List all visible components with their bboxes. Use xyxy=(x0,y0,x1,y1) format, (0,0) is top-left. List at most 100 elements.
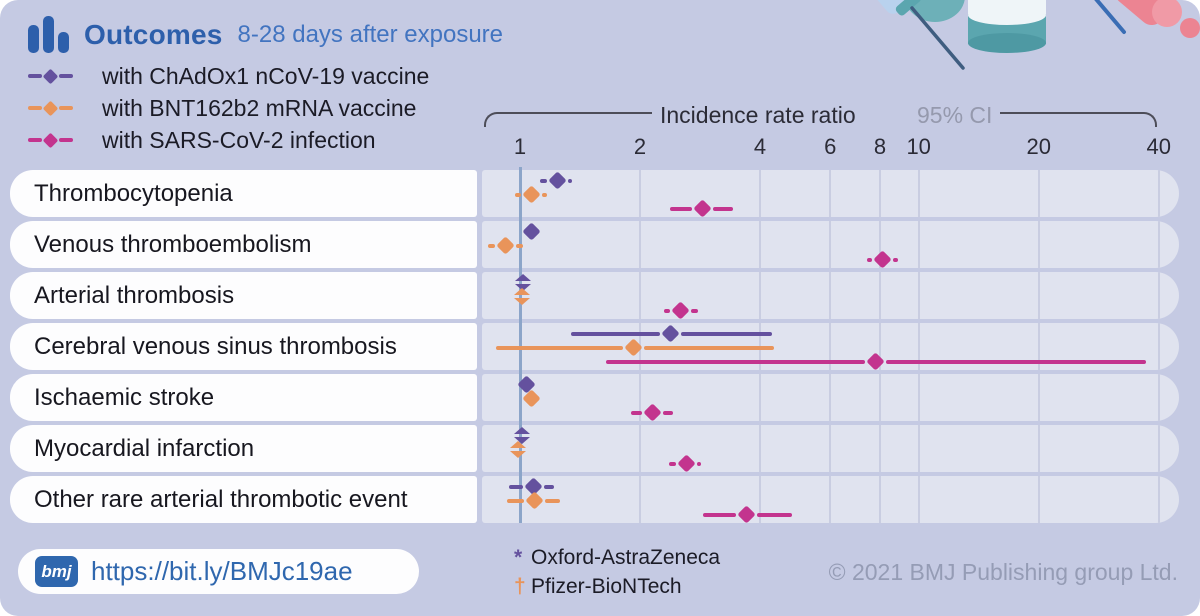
footnote-1: † Pfizer-BioNTech xyxy=(514,572,720,601)
gridline-20 xyxy=(1037,221,1040,268)
gridline-4 xyxy=(759,221,762,268)
legend-dash xyxy=(28,106,42,110)
gridline-2 xyxy=(639,272,642,319)
outcome-label: Other rare arterial thrombotic event xyxy=(34,485,408,513)
legend-diamond-icon xyxy=(42,100,59,116)
gridline-6 xyxy=(829,476,832,523)
page-title: Outcomes xyxy=(84,18,223,50)
plot-band-row-6 xyxy=(482,476,1179,523)
gridline-8 xyxy=(879,170,882,217)
gridline-10 xyxy=(917,170,920,217)
gridline-40 xyxy=(1157,476,1160,523)
gridline-40 xyxy=(1157,272,1160,319)
bmj-logo: bmj xyxy=(35,556,78,587)
gridline-20 xyxy=(1037,425,1040,472)
axis-ci-label: 95% CI xyxy=(917,102,993,128)
axis-tick-20: 20 xyxy=(1026,134,1051,159)
legend-dash xyxy=(59,106,73,110)
legend-dash xyxy=(28,138,42,142)
plot-band-row-2 xyxy=(482,272,1179,319)
gridline-6 xyxy=(829,272,832,319)
outcome-label: Thrombocytopenia xyxy=(34,179,233,207)
legend-label: with SARS-CoV-2 infection xyxy=(102,126,376,153)
gridline-2 xyxy=(639,476,642,523)
axis-tick-1: 1 xyxy=(513,134,527,159)
gridline-40 xyxy=(1157,323,1160,370)
legend-dash xyxy=(59,138,73,142)
outcome-label-pill: Venous thromboembolism xyxy=(10,221,477,268)
gridline-20 xyxy=(1037,476,1040,523)
legend-item-0: with ChAdOx1 nCoV-19 vaccine xyxy=(28,60,429,92)
gridline-40 xyxy=(1157,374,1160,421)
axis-tick-4: 4 xyxy=(753,134,767,159)
axis-bracket-right xyxy=(1000,112,1157,127)
axis-tick-8: 8 xyxy=(873,134,887,159)
gridline-4 xyxy=(759,170,762,217)
axis-tick-40: 40 xyxy=(1146,134,1171,159)
gridline-4 xyxy=(759,323,762,370)
page-subtitle: 8-28 days after exposure xyxy=(237,20,504,48)
plot-band-row-0 xyxy=(482,170,1179,217)
gridline-8 xyxy=(879,272,882,319)
legend-label: with ChAdOx1 nCoV-19 vaccine xyxy=(102,62,430,89)
gridline-4 xyxy=(759,476,762,523)
gridline-40 xyxy=(1157,170,1160,217)
gridline-2 xyxy=(639,374,642,421)
gridline-20 xyxy=(1037,374,1040,421)
outcome-label-pill: Ischaemic stroke xyxy=(10,374,477,421)
gridline-10 xyxy=(917,425,920,472)
outcome-label-pill: Myocardial infarction xyxy=(10,425,477,472)
gridline-6 xyxy=(829,221,832,268)
plot-band-row-5 xyxy=(482,425,1179,472)
gridline-4 xyxy=(759,374,762,421)
axis-title: Incidence rate ratio xyxy=(660,102,856,128)
outcome-label: Ischaemic stroke xyxy=(34,383,215,411)
gridline-2 xyxy=(639,323,642,370)
outcome-label: Arterial thrombosis xyxy=(34,281,235,309)
footnote-0: * Oxford-AstraZeneca xyxy=(514,543,720,572)
gridline-2 xyxy=(639,425,642,472)
legend-marker-2 xyxy=(28,132,86,148)
syringe-vial-illustration xyxy=(853,0,1200,70)
gridline-2 xyxy=(639,170,642,217)
gridline-10 xyxy=(917,221,920,268)
legend-marker-0 xyxy=(28,68,86,84)
footnotes: * Oxford-AstraZeneca † Pfizer-BioNTech xyxy=(514,543,720,601)
gridline-20 xyxy=(1037,272,1040,319)
source-link-pill[interactable]: bmj https://bit.ly/BMJc19ae xyxy=(18,549,419,594)
gridline-4 xyxy=(759,272,762,319)
outcome-label: Myocardial infarction xyxy=(34,434,255,462)
gridline-10 xyxy=(917,323,920,370)
outcome-label-pill: Cerebral venous sinus thrombosis xyxy=(10,323,477,370)
bar-chart-icon xyxy=(28,16,69,53)
gridline-8 xyxy=(879,425,882,472)
gridline-6 xyxy=(829,374,832,421)
gridline-40 xyxy=(1157,221,1160,268)
gridline-2 xyxy=(639,221,642,268)
axis-tick-6: 6 xyxy=(824,134,837,159)
copyright-text: © 2021 BMJ Publishing group Ltd. xyxy=(828,559,1178,585)
outcome-label-pill: Other rare arterial thrombotic event xyxy=(10,476,477,523)
legend-item-2: with SARS-CoV-2 infection xyxy=(28,124,429,156)
reference-line-irr-1 xyxy=(518,167,522,523)
gridline-6 xyxy=(829,170,832,217)
gridline-10 xyxy=(917,476,920,523)
header: Outcomes 8-28 days after exposure xyxy=(28,16,503,53)
footnote-text: Pfizer-BioNTech xyxy=(531,575,682,598)
source-url-link[interactable]: https://bit.ly/BMJc19ae xyxy=(91,556,353,586)
legend-diamond-icon xyxy=(42,68,59,84)
gridline-8 xyxy=(879,476,882,523)
gridline-6 xyxy=(829,323,832,370)
axis-tick-10: 10 xyxy=(906,134,931,159)
outcome-label: Venous thromboembolism xyxy=(34,230,312,258)
gridline-8 xyxy=(879,323,882,370)
gridline-4 xyxy=(759,425,762,472)
gridline-20 xyxy=(1037,323,1040,370)
footnote-symbol: † xyxy=(514,575,526,598)
legend: with ChAdOx1 nCoV-19 vaccine with BNT162b… xyxy=(28,60,429,156)
footnote-text: Oxford-AstraZeneca xyxy=(531,546,721,569)
gridline-8 xyxy=(879,221,882,268)
legend-dash xyxy=(59,74,73,78)
gridline-40 xyxy=(1157,425,1160,472)
